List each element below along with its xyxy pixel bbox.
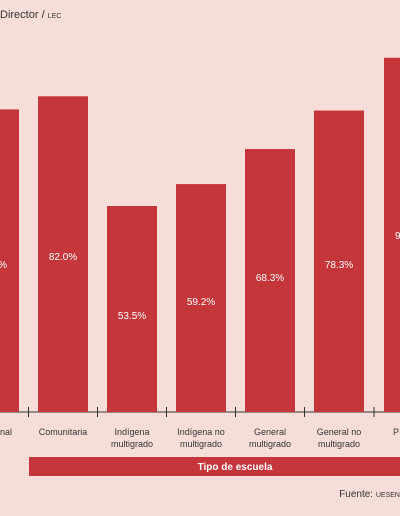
bar <box>384 57 400 413</box>
bar <box>107 206 157 412</box>
x-tick-label: multigrado <box>249 439 291 449</box>
x-tick-label: Indígena no <box>177 427 225 437</box>
x-tick-label: P <box>393 427 399 437</box>
data-label: 53.5% <box>118 311 146 322</box>
x-tick-label: onal <box>0 427 12 437</box>
x-axis-title: Tipo de escuela <box>198 462 273 473</box>
source-note: Fuente: UESEN <box>339 489 400 500</box>
x-axis-title-band <box>29 457 400 476</box>
x-tick-label: multigrado <box>318 439 360 449</box>
x-tick-label: multigrado <box>111 439 153 449</box>
header-director-label: Director <box>0 9 39 21</box>
source-value: UESEN <box>375 492 400 499</box>
data-label: 59.2% <box>187 297 215 308</box>
x-tick-label: Indígena <box>114 427 149 437</box>
data-label: 9 <box>395 231 400 242</box>
data-label: 78.3% <box>325 260 353 271</box>
chart-header: Director / LEC <box>0 9 62 21</box>
x-tick-label: Comunitaria <box>39 427 88 437</box>
bar <box>176 184 226 412</box>
data-label: % <box>0 260 7 271</box>
x-tick-label: General <box>254 427 286 437</box>
data-label: 82.0% <box>49 252 77 263</box>
source-label: Fuente: <box>339 489 374 500</box>
bar <box>245 149 295 413</box>
bar <box>38 96 88 413</box>
bar <box>314 110 364 413</box>
data-label: 68.3% <box>256 273 284 284</box>
x-tick-label: General no <box>317 427 362 437</box>
bar <box>0 109 19 412</box>
x-tick-label: multigrado <box>180 439 222 449</box>
header-lec-label: LEC <box>47 13 62 20</box>
